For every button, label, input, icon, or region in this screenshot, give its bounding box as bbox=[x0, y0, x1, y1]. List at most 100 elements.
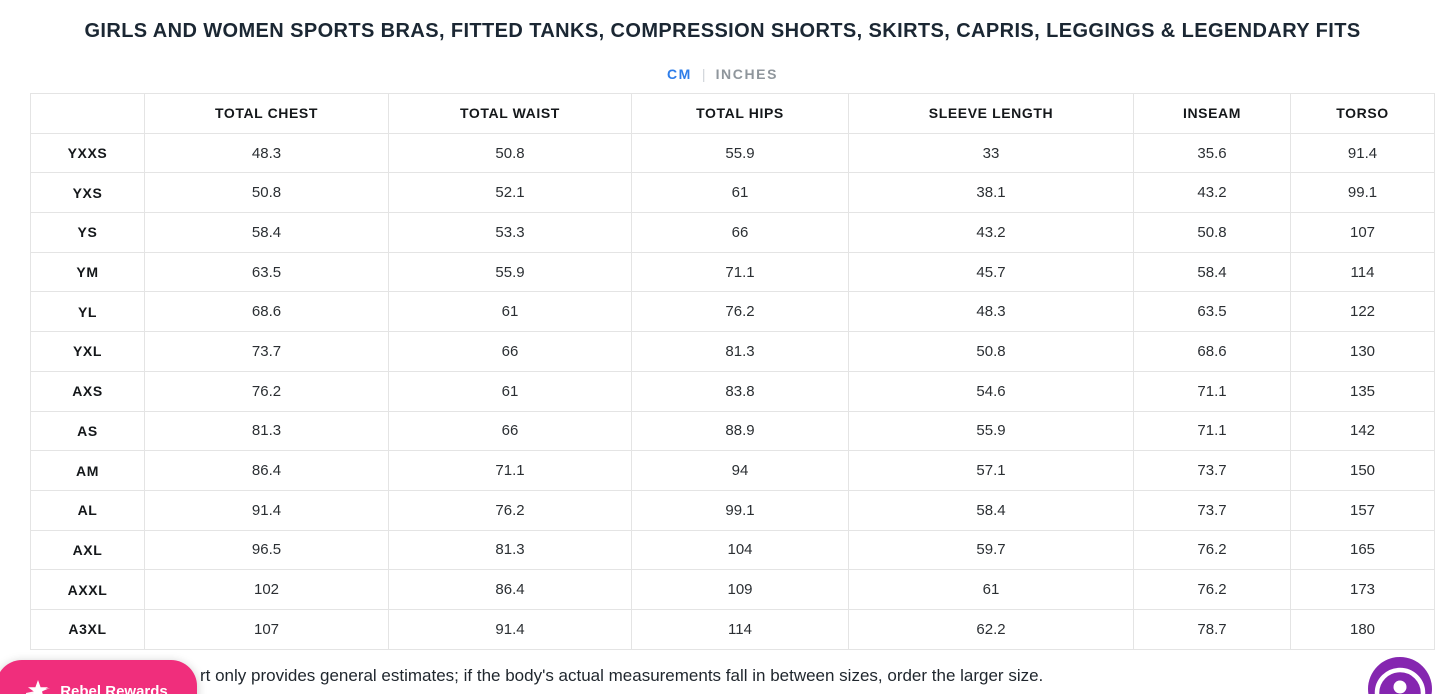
measurement-cell: 54.6 bbox=[848, 370, 1134, 412]
size-label: AL bbox=[30, 489, 145, 531]
measurement-cell: 55.9 bbox=[848, 410, 1134, 452]
measurement-cell: 45.7 bbox=[848, 251, 1134, 293]
measurement-cell: 55.9 bbox=[631, 132, 849, 174]
measurement-cell: 78.7 bbox=[1133, 608, 1291, 650]
table-row: YL 68.6 61 76.2 48.3 63.5 122 bbox=[30, 291, 1435, 333]
size-label: YXXS bbox=[30, 132, 145, 174]
size-label: YXS bbox=[30, 172, 145, 214]
measurement-cell: 58.4 bbox=[144, 212, 389, 253]
measurement-cell: 61 bbox=[388, 370, 632, 412]
measurement-cell: 142 bbox=[1290, 410, 1435, 452]
measurement-cell: 91.4 bbox=[388, 608, 632, 650]
column-header: TOTAL WAIST bbox=[388, 93, 632, 134]
rebel-rewards-button[interactable]: Rebel Rewards bbox=[0, 660, 197, 694]
measurement-cell: 102 bbox=[144, 569, 389, 610]
rebel-star-icon bbox=[25, 679, 51, 694]
measurement-cell: 58.4 bbox=[848, 489, 1134, 531]
measurement-cell: 71.1 bbox=[388, 450, 632, 491]
column-header: INSEAM bbox=[1133, 93, 1291, 134]
measurement-cell: 88.9 bbox=[631, 410, 849, 452]
measurement-cell: 76.2 bbox=[144, 370, 389, 412]
table-row: AL 91.4 76.2 99.1 58.4 73.7 157 bbox=[30, 489, 1435, 531]
measurement-cell: 71.1 bbox=[631, 251, 849, 293]
measurement-cell: 48.3 bbox=[144, 132, 389, 174]
size-label: A3XL bbox=[30, 608, 145, 650]
measurement-cell: 173 bbox=[1290, 569, 1435, 610]
measurement-cell: 76.2 bbox=[631, 291, 849, 333]
measurement-cell: 99.1 bbox=[631, 489, 849, 531]
measurement-cell: 63.5 bbox=[144, 251, 389, 293]
unit-option-cm[interactable]: CM bbox=[666, 66, 692, 82]
measurement-cell: 68.6 bbox=[1133, 331, 1291, 372]
accessibility-person-icon bbox=[1368, 657, 1432, 694]
measurement-cell: 107 bbox=[1290, 212, 1435, 253]
size-label: AXXL bbox=[30, 569, 145, 610]
corner-cell bbox=[30, 93, 145, 134]
column-header: TOTAL HIPS bbox=[631, 93, 849, 134]
column-header: TORSO bbox=[1290, 93, 1435, 134]
measurement-cell: 122 bbox=[1290, 291, 1435, 333]
unit-option-inches[interactable]: INCHES bbox=[715, 66, 779, 82]
measurement-cell: 109 bbox=[631, 569, 849, 610]
measurement-cell: 73.7 bbox=[144, 331, 389, 372]
measurement-cell: 48.3 bbox=[848, 291, 1134, 333]
size-label: YS bbox=[30, 212, 145, 253]
table-row: YXXS 48.3 50.8 55.9 33 35.6 91.4 bbox=[30, 132, 1435, 174]
measurement-cell: 81.3 bbox=[388, 529, 632, 571]
size-label: AXL bbox=[30, 529, 145, 571]
measurement-cell: 86.4 bbox=[144, 450, 389, 491]
table-row: YXS 50.8 52.1 61 38.1 43.2 99.1 bbox=[30, 172, 1435, 214]
measurement-cell: 71.1 bbox=[1133, 370, 1291, 412]
table-row: YM 63.5 55.9 71.1 45.7 58.4 114 bbox=[30, 251, 1435, 293]
measurement-cell: 104 bbox=[631, 529, 849, 571]
measurement-cell: 53.3 bbox=[388, 212, 632, 253]
table-row: AXS 76.2 61 83.8 54.6 71.1 135 bbox=[30, 370, 1435, 412]
accessibility-widget-button[interactable] bbox=[1368, 657, 1432, 694]
measurement-cell: 96.5 bbox=[144, 529, 389, 571]
size-label: YL bbox=[30, 291, 145, 333]
size-chart-footnote: rt only provides general estimates; if t… bbox=[200, 666, 1044, 685]
measurement-cell: 61 bbox=[631, 172, 849, 214]
measurement-cell: 83.8 bbox=[631, 370, 849, 412]
size-label: AM bbox=[30, 450, 145, 491]
size-label: YM bbox=[30, 251, 145, 293]
measurement-cell: 66 bbox=[388, 331, 632, 372]
measurement-cell: 81.3 bbox=[144, 410, 389, 452]
measurement-cell: 76.2 bbox=[388, 489, 632, 531]
measurement-cell: 130 bbox=[1290, 331, 1435, 372]
measurement-cell: 165 bbox=[1290, 529, 1435, 571]
size-table-body: YXXS 48.3 50.8 55.9 33 35.6 91.4 YXS 50.8 52.1 61 3… bbox=[30, 132, 1435, 650]
size-table: TOTAL CHEST TOTAL WAIST TOTAL HIPS SLEEVE L… bbox=[30, 93, 1435, 650]
measurement-cell: 76.2 bbox=[1133, 569, 1291, 610]
measurement-cell: 61 bbox=[388, 291, 632, 333]
measurement-cell: 73.7 bbox=[1133, 489, 1291, 531]
table-row: YS 58.4 53.3 66 43.2 50.8 107 bbox=[30, 212, 1435, 253]
measurement-cell: 68.6 bbox=[144, 291, 389, 333]
size-label: AS bbox=[30, 410, 145, 452]
measurement-cell: 150 bbox=[1290, 450, 1435, 491]
measurement-cell: 62.2 bbox=[848, 608, 1134, 650]
table-row: AXL 96.5 81.3 104 59.7 76.2 165 bbox=[30, 529, 1435, 571]
rebel-rewards-label: Rebel Rewards bbox=[60, 682, 168, 694]
measurement-cell: 43.2 bbox=[1133, 172, 1291, 214]
measurement-cell: 157 bbox=[1290, 489, 1435, 531]
measurement-cell: 43.2 bbox=[848, 212, 1134, 253]
measurement-cell: 114 bbox=[1290, 251, 1435, 293]
table-row: AM 86.4 71.1 94 57.1 73.7 150 bbox=[30, 450, 1435, 491]
measurement-cell: 86.4 bbox=[388, 569, 632, 610]
measurement-cell: 66 bbox=[631, 212, 849, 253]
measurement-cell: 58.4 bbox=[1133, 251, 1291, 293]
measurement-cell: 71.1 bbox=[1133, 410, 1291, 452]
measurement-cell: 50.8 bbox=[1133, 212, 1291, 253]
measurement-cell: 61 bbox=[848, 569, 1134, 610]
measurement-cell: 38.1 bbox=[848, 172, 1134, 214]
measurement-cell: 114 bbox=[631, 608, 849, 650]
unit-toggle: CM | INCHES bbox=[0, 66, 1445, 82]
column-header: TOTAL CHEST bbox=[144, 93, 389, 134]
measurement-cell: 180 bbox=[1290, 608, 1435, 650]
measurement-cell: 81.3 bbox=[631, 331, 849, 372]
measurement-cell: 76.2 bbox=[1133, 529, 1291, 571]
measurement-cell: 55.9 bbox=[388, 251, 632, 293]
measurement-cell: 33 bbox=[848, 132, 1134, 174]
measurement-cell: 50.8 bbox=[848, 331, 1134, 372]
